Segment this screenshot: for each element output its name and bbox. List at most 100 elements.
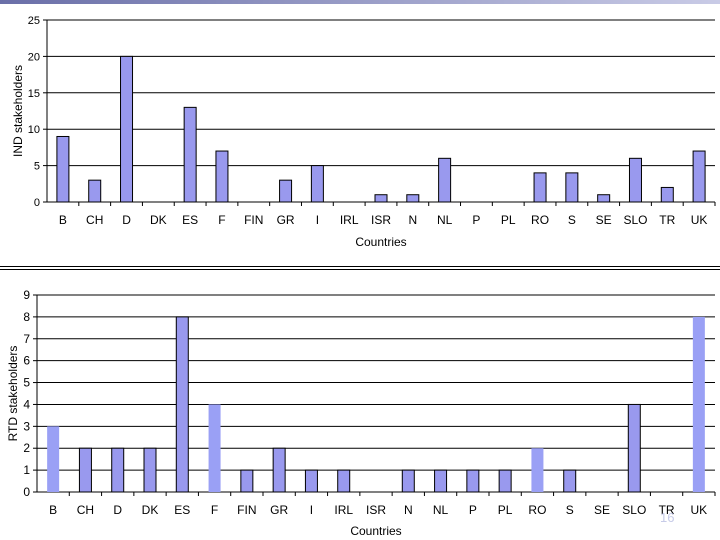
y-axis-title: IND stakeholders — [11, 65, 25, 157]
x-tick-label: DK — [150, 213, 167, 227]
x-tick-label: PL — [498, 503, 513, 517]
x-tick-label: F — [211, 503, 218, 517]
x-tick-label: SE — [596, 213, 612, 227]
bar-dk — [143, 447, 157, 493]
x-tick-label: S — [568, 213, 576, 227]
x-tick-label: RO — [531, 213, 549, 227]
x-tick-label: UK — [691, 213, 708, 227]
x-tick-label: N — [408, 213, 417, 227]
bar-isr — [374, 194, 388, 203]
y-tick-label: 9 — [23, 288, 30, 302]
bar-ro — [531, 448, 544, 492]
bar-pl — [498, 469, 512, 493]
y-tick-label: 0 — [34, 197, 40, 209]
bar-b — [47, 426, 60, 492]
y-tick-label: 8 — [23, 310, 30, 324]
x-tick-label: B — [49, 503, 57, 517]
x-tick-label: TR — [659, 213, 675, 227]
y-tick-label: 2 — [23, 441, 30, 455]
y-tick-label: 7 — [23, 332, 30, 346]
bar-b — [56, 135, 70, 203]
x-tick-label: F — [218, 213, 225, 227]
y-tick-label: 6 — [23, 354, 30, 368]
y-tick-label: 5 — [34, 161, 40, 173]
x-tick-label: ISR — [371, 213, 391, 227]
bar-ch — [78, 447, 92, 493]
y-tick-label: 20 — [28, 51, 40, 63]
rtd-stakeholders-chart: 0 1 2 3 4 5 6 7 8 9 B CH D DK ES F FIN GR I IRL ISR N NL P PL RO S… — [6, 288, 716, 538]
x-tick-label: CH — [86, 213, 103, 227]
bar-gr — [279, 179, 293, 203]
chart-separator-bottom — [0, 269, 720, 270]
x-axis-title: Countries — [355, 235, 406, 249]
x-tick-label: D — [122, 213, 131, 227]
x-tick-label: P — [469, 503, 477, 517]
bar-ch — [88, 179, 102, 203]
bar-es — [183, 106, 197, 203]
x-tick-label: PL — [501, 213, 516, 227]
bar-gr — [272, 447, 286, 493]
x-tick-label: ES — [182, 213, 198, 227]
x-tick-label: S — [566, 503, 574, 517]
x-tick-label: N — [404, 503, 413, 517]
x-tick-label: DK — [142, 503, 159, 517]
x-tick-label: I — [310, 503, 313, 517]
x-tick-label: FIN — [237, 503, 256, 517]
x-tick-label: NL — [433, 503, 449, 517]
bar-i — [304, 469, 318, 493]
y-tick-label: 3 — [23, 419, 30, 433]
y-tick-label: 1 — [23, 463, 30, 477]
y-tick-label: 4 — [23, 397, 30, 411]
x-tick-label: SLO — [623, 213, 647, 227]
x-tick-label: TR — [659, 503, 675, 517]
bar-slo — [627, 403, 641, 493]
y-tick-label: 10 — [28, 124, 40, 136]
bar-tr — [660, 186, 674, 203]
x-tick-label: ISR — [366, 503, 386, 517]
bar-slo — [628, 157, 642, 203]
bar-nl — [434, 469, 448, 493]
page-number: 16 — [660, 510, 675, 525]
bar-f — [208, 404, 221, 492]
x-tick-label: ES — [174, 503, 190, 517]
x-tick-label: RO — [528, 503, 546, 517]
x-tick-label: NL — [437, 213, 453, 227]
y-tick-label: 5 — [23, 376, 30, 390]
y-axis-title: RTD stakeholders — [6, 346, 20, 442]
x-tick-label: SLO — [622, 503, 646, 517]
x-tick-label: GR — [270, 503, 288, 517]
bar-irl — [337, 469, 351, 493]
x-axis-title: Countries — [350, 524, 401, 538]
bar-n — [406, 194, 420, 203]
bar-uk — [692, 316, 705, 492]
bar-se — [597, 194, 611, 203]
bar-i — [310, 165, 324, 203]
bar-nl — [438, 157, 452, 203]
x-tick-label: B — [59, 213, 67, 227]
bar-n — [401, 469, 415, 493]
x-tick-label: IRL — [340, 213, 359, 227]
x-tick-label: CH — [77, 503, 94, 517]
bar-es — [175, 316, 189, 493]
y-tick-label: 25 — [28, 15, 40, 27]
bar-d — [120, 55, 134, 203]
bar-d — [111, 447, 125, 493]
x-tick-label: UK — [691, 503, 708, 517]
ind-stakeholders-chart: 0 5 10 15 20 25 B CH D DK ES F FIN GR I IRL ISR N NL P PL RO S… — [11, 15, 716, 249]
x-tick-label: P — [472, 213, 480, 227]
bar-s — [563, 469, 577, 493]
title-bar-strip — [0, 0, 720, 4]
x-tick-label: I — [316, 213, 319, 227]
x-tick-label: GR — [277, 213, 295, 227]
x-tick-label: D — [113, 503, 122, 517]
bar-s — [565, 172, 579, 203]
chart-separator-top — [0, 266, 720, 267]
y-tick-label: 0 — [23, 485, 30, 499]
x-tick-label: SE — [594, 503, 610, 517]
bar-ro — [533, 172, 547, 203]
y-tick-label: 15 — [28, 88, 40, 100]
bar-fin — [240, 469, 254, 493]
bar-uk — [692, 150, 706, 203]
x-tick-label: FIN — [244, 213, 263, 227]
